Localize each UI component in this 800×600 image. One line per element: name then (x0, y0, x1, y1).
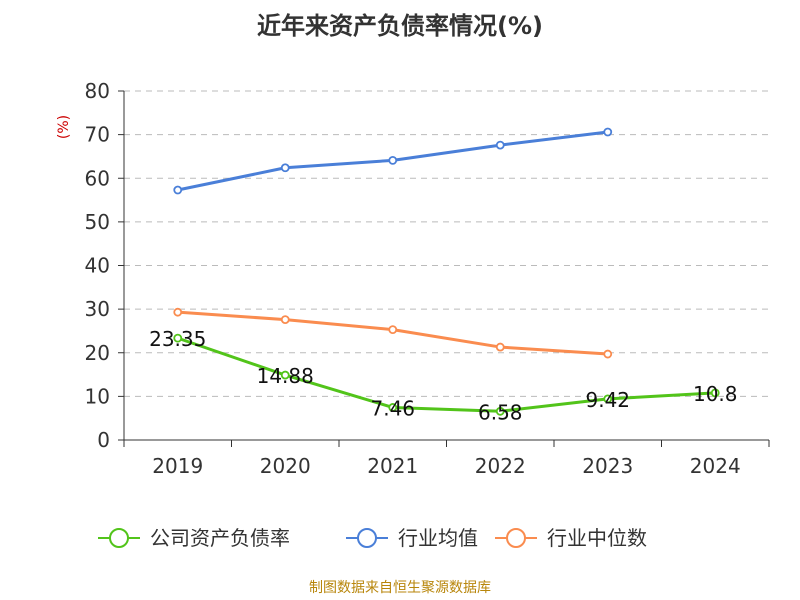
legend-circle-marker (357, 528, 377, 548)
data-label: 7.46 (370, 396, 415, 420)
x-tick-label: 2024 (690, 454, 741, 478)
data-point[interactable] (495, 342, 505, 352)
legend-label: 行业均值 (398, 526, 478, 550)
data-point[interactable] (173, 333, 183, 343)
y-axis-unit-label: (%) (56, 115, 72, 139)
legend-circle-marker (109, 528, 129, 548)
y-tick-label: 50 (85, 210, 110, 234)
y-tick-label: 80 (85, 79, 110, 103)
data-label: 10.8 (693, 382, 738, 406)
data-point[interactable] (280, 163, 290, 173)
legend-item-2[interactable]: 行业中位数 (495, 526, 647, 550)
data-point[interactable] (173, 307, 183, 317)
y-tick-label: 60 (85, 166, 110, 190)
data-label: 14.88 (257, 364, 314, 388)
data-label: 6.58 (478, 400, 523, 424)
chart-title: 近年来资产负债率情况(%) (257, 12, 543, 40)
axes: 0 10 20 30 40 50 60 70 80 2019 2020 2021 2022 2023 202… (85, 79, 770, 478)
data-point[interactable] (280, 315, 290, 324)
grid-lines (124, 90, 769, 397)
x-tick-label: 2020 (260, 454, 311, 478)
y-tick-label: 20 (85, 341, 110, 365)
data-point[interactable] (495, 140, 505, 150)
x-tick-label: 2022 (475, 454, 526, 478)
data-point[interactable] (280, 370, 290, 380)
series-0: 23.35 14.88 7.46 6.58 9.42 10.8 (149, 327, 737, 424)
legend-item-1[interactable]: 行业均值 (346, 526, 478, 550)
data-point[interactable] (495, 406, 505, 416)
data-point[interactable] (173, 185, 183, 195)
legend-item-0[interactable]: 公司资产负债率 (98, 526, 290, 550)
x-tick-label: 2019 (152, 454, 203, 478)
data-source-note: 制图数据来自恒生聚源数据库 (309, 580, 491, 596)
data-point[interactable] (388, 403, 398, 412)
y-tick-label: 0 (97, 428, 110, 452)
data-point[interactable] (710, 388, 720, 398)
data-label: 23.35 (149, 327, 206, 351)
legend-label: 行业中位数 (547, 526, 647, 550)
data-point[interactable] (603, 394, 613, 404)
data-point[interactable] (603, 127, 613, 137)
data-point[interactable] (388, 155, 398, 165)
data-label: 9.42 (585, 388, 630, 412)
x-tick-label: 2021 (367, 454, 418, 478)
legend-label: 公司资产负债率 (150, 526, 290, 550)
y-tick-label: 10 (85, 384, 110, 408)
y-tick-label: 70 (85, 123, 110, 147)
series-layer: 23.35 14.88 7.46 6.58 9.42 10.8 (149, 127, 738, 424)
x-tick-label: 2023 (582, 454, 633, 478)
y-tick-label: 40 (85, 254, 110, 278)
series-line (177, 336, 716, 413)
series-1 (173, 127, 613, 195)
data-point[interactable] (388, 325, 398, 335)
series-2 (173, 307, 613, 359)
legend[interactable]: 公司资产负债率 行业均值 行业中位数 (98, 526, 647, 550)
legend-circle-marker (506, 528, 526, 548)
data-point[interactable] (603, 349, 613, 359)
y-tick-label: 30 (85, 297, 110, 321)
